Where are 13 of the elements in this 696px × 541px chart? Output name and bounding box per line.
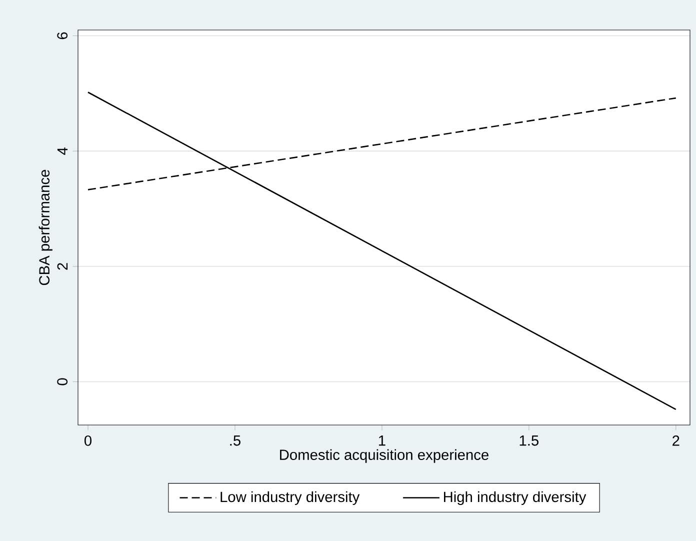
x-tick-label: 1.5 [520,435,538,446]
y-tick-label: 4 [57,147,68,155]
x-axis-title: Domestic acquisition experience [280,449,488,463]
x-tick-label: 2 [672,435,680,446]
x-tick-label: .5 [230,435,240,446]
y-axis-title: CBA performance [38,170,52,286]
y-tick-label: 2 [57,263,68,270]
legend-label: Low industry diversity [220,491,360,505]
y-tick-label: 0 [57,378,68,386]
x-tick-label: 1 [378,435,386,446]
legend-label: High industry diversity [444,491,586,505]
x-tick-label: 0 [84,435,92,446]
y-tick-label: 6 [57,32,68,40]
